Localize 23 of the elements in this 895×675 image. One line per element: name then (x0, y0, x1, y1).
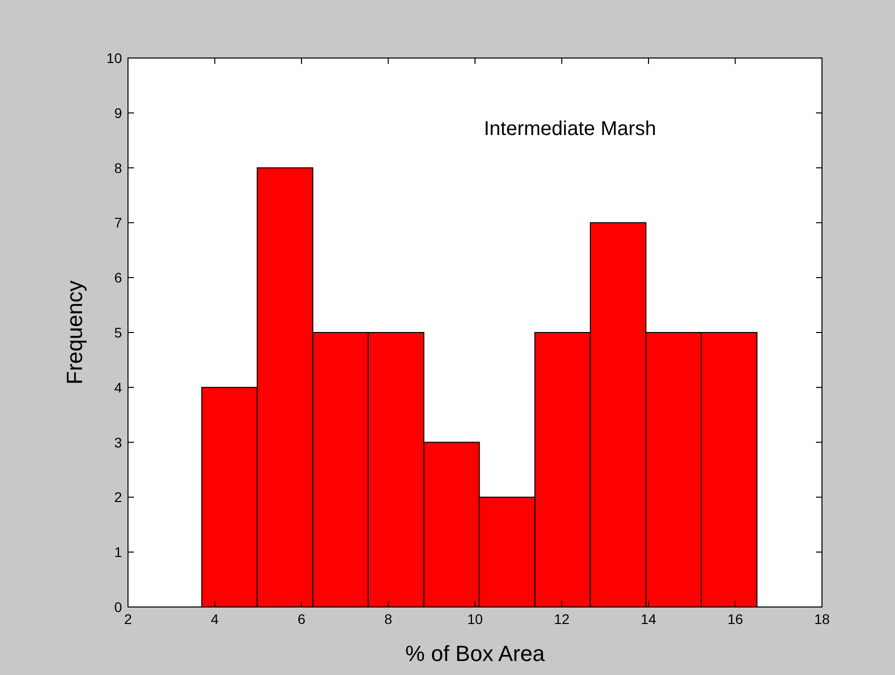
x-tick-label: 8 (384, 611, 392, 627)
y-tick-label: 9 (114, 104, 122, 121)
x-tick-label: 4 (210, 611, 219, 627)
y-tick-label: 3 (114, 434, 122, 450)
annotation: Intermediate Marsh (484, 118, 656, 140)
y-tick-label: 4 (114, 379, 122, 396)
x-tick-label: 6 (298, 611, 306, 627)
x-axis-title: % of Box Area (405, 641, 546, 666)
y-tick-label: 7 (114, 214, 122, 231)
y-tick-label: 6 (114, 270, 122, 286)
y-tick-label: 8 (114, 160, 122, 176)
y-tick-label: 10 (106, 50, 122, 66)
y-tick-label: 2 (114, 489, 122, 506)
x-tick-label: 10 (467, 611, 483, 627)
y-tick-label: 1 (114, 544, 122, 560)
y-tick-label: 0 (114, 599, 122, 615)
x-tick-label: 18 (814, 611, 830, 627)
y-axis-title: Frequency (62, 280, 87, 384)
x-tick-label: 14 (640, 611, 656, 627)
x-tick-label: 2 (124, 611, 132, 627)
x-tick-label: 12 (554, 611, 570, 627)
x-tick-label: 16 (727, 611, 744, 627)
y-tick-label: 5 (114, 324, 122, 340)
